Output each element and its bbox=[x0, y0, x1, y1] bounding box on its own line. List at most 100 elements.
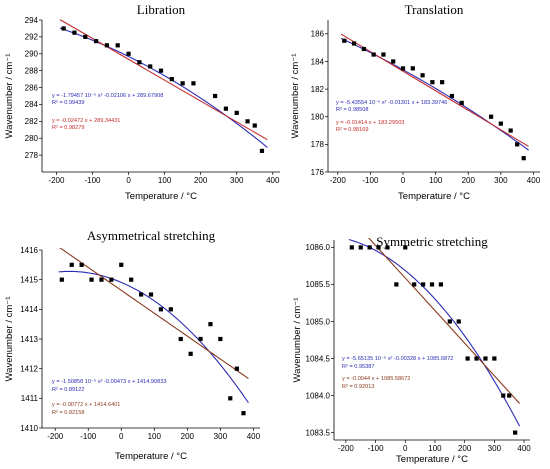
linear-fit-r2: R² = 0.98279 bbox=[52, 125, 85, 131]
data-point bbox=[508, 128, 513, 133]
data-point bbox=[252, 123, 257, 128]
data-point bbox=[361, 46, 366, 52]
x-tick-label: -200 bbox=[47, 432, 64, 441]
y-tick-label: 1085.0 bbox=[306, 317, 331, 326]
data-point bbox=[138, 292, 144, 297]
x-tick-label: 0 bbox=[403, 444, 408, 453]
chart-panel-3: Asymmetrical stretching -200 -100 0 100 200 30… bbox=[4, 228, 261, 462]
data-point bbox=[474, 356, 479, 361]
linear-fit-equation: y = -0.02472 x + 289.34431 bbox=[52, 118, 120, 124]
data-point bbox=[381, 52, 386, 57]
chart-panel-2: Translation -200 -100 0 100 200 300 400 176 178 18… bbox=[290, 2, 541, 202]
data-point bbox=[488, 114, 494, 119]
data-point bbox=[158, 68, 164, 73]
x-tick-label: 300 bbox=[214, 432, 228, 441]
y-tick-label: 280 bbox=[25, 134, 39, 143]
data-point bbox=[420, 282, 426, 287]
y-tick-label: 184 bbox=[311, 57, 325, 66]
data-point bbox=[158, 307, 164, 312]
quadratic-fit-equation: y = -5.43554 10⁻⁶ x² -0.01301 x + 183.39… bbox=[336, 99, 447, 106]
x-tick-label: 200 bbox=[181, 432, 195, 441]
x-tick-label: 400 bbox=[247, 432, 261, 441]
data-point bbox=[521, 156, 526, 161]
quadratic-fit-r2: R² = 0.89122 bbox=[52, 387, 85, 393]
y-tick-label: 1415 bbox=[20, 275, 38, 284]
linear-fit-equation: y = -0.01414 x + 183.29503 bbox=[336, 120, 404, 126]
data-point bbox=[342, 38, 347, 43]
data-point bbox=[430, 80, 435, 85]
quadratic-fit-equation: y = -1.50858 10⁻⁵ x² -0.00473 x + 1414.9… bbox=[52, 378, 166, 385]
x-tick-label: 100 bbox=[158, 176, 172, 185]
data-point bbox=[351, 41, 357, 46]
linear-fit-line bbox=[340, 33, 529, 147]
data-point bbox=[148, 64, 153, 69]
data-point bbox=[391, 59, 396, 64]
data-point bbox=[245, 119, 250, 124]
quadratic-fit-r2: R² = 0.98508 bbox=[336, 107, 369, 113]
chart-panel-1: Libration -200 -100 0 100 200 300 400 278 280 282 2… bbox=[4, 2, 280, 202]
data-point bbox=[178, 336, 183, 342]
x-axis-title: Temperature / °C bbox=[396, 454, 468, 465]
data-point bbox=[349, 245, 354, 250]
x-tick-label: -100 bbox=[362, 176, 379, 185]
data-point bbox=[513, 430, 518, 435]
data-point bbox=[61, 26, 66, 31]
data-point bbox=[234, 366, 239, 371]
data-point bbox=[376, 245, 381, 250]
x-tick-label: 100 bbox=[428, 444, 442, 453]
data-point bbox=[465, 356, 470, 361]
x-tick-label: 100 bbox=[429, 176, 443, 185]
data-point bbox=[483, 356, 488, 361]
y-tick-label: 294 bbox=[25, 16, 39, 25]
y-tick-label: 1411 bbox=[21, 394, 39, 403]
data-point bbox=[191, 81, 196, 86]
x-tick-label: -100 bbox=[80, 432, 97, 441]
data-point bbox=[492, 356, 497, 361]
quadratic-fit-r2: R² = 0.99439 bbox=[52, 100, 85, 106]
y-tick-label: 178 bbox=[311, 140, 325, 149]
x-tick-label: 200 bbox=[194, 176, 208, 185]
y-tick-label: 286 bbox=[25, 83, 39, 92]
data-point bbox=[89, 277, 94, 282]
data-point bbox=[188, 351, 193, 356]
y-tick-label: 1414 bbox=[20, 305, 38, 314]
x-tick-label: 0 bbox=[126, 176, 131, 185]
data-point bbox=[212, 93, 218, 99]
data-point bbox=[137, 60, 142, 65]
y-axis-title: Wavenumber / cm⁻¹ bbox=[4, 54, 15, 139]
chart-title: Symmetric stretching bbox=[376, 234, 488, 249]
data-point bbox=[367, 245, 372, 250]
data-point bbox=[501, 393, 506, 398]
data-point bbox=[129, 277, 134, 282]
data-point bbox=[429, 282, 435, 287]
y-tick-label: 1412 bbox=[20, 364, 38, 373]
data-point bbox=[59, 277, 64, 282]
y-tick-label: 1416 bbox=[20, 246, 38, 255]
linear-fit-r2: R² = 0.92013 bbox=[342, 384, 375, 390]
data-point bbox=[420, 73, 425, 78]
data-point bbox=[208, 322, 213, 327]
x-tick-label: -200 bbox=[48, 176, 65, 185]
data-point bbox=[180, 81, 185, 86]
data-point bbox=[459, 100, 464, 106]
data-point bbox=[83, 34, 88, 39]
data-point bbox=[104, 43, 110, 48]
chart-title: Libration bbox=[137, 2, 186, 17]
data-point bbox=[109, 277, 114, 282]
y-tick-label: 282 bbox=[25, 117, 39, 126]
data-point bbox=[234, 110, 239, 115]
y-axis-title: Wavenumber / cm⁻¹ bbox=[292, 298, 303, 383]
x-tick-label: 0 bbox=[401, 176, 406, 185]
quadratic-fit-r2: R² = 0.95387 bbox=[342, 364, 375, 370]
x-axis-title: Temperature / °C bbox=[398, 191, 470, 202]
y-axis-title: Wavenumber / cm⁻¹ bbox=[4, 297, 15, 382]
data-point bbox=[169, 77, 174, 82]
x-axis-title: Temperature / °C bbox=[115, 451, 187, 462]
data-point bbox=[507, 393, 512, 398]
data-point bbox=[456, 319, 461, 324]
data-point bbox=[515, 142, 520, 147]
data-point bbox=[394, 282, 399, 287]
data-point bbox=[115, 43, 120, 48]
y-tick-label: 1083.5 bbox=[306, 428, 331, 437]
linear-fit-line bbox=[59, 248, 249, 379]
